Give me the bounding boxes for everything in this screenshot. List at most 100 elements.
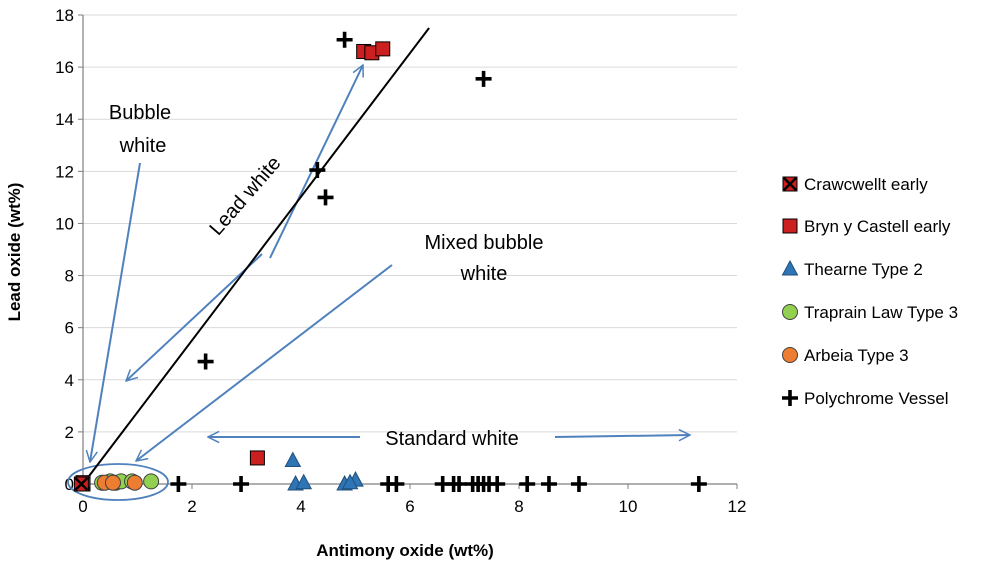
legend-marker-arbeia-type-3 (782, 347, 798, 363)
cluster-ellipse (67, 463, 169, 501)
annotation-mixed-bubble-white-line1: Mixed bubble (425, 232, 544, 254)
arrow-bubble-white (90, 162, 141, 462)
data-point-marker (570, 476, 587, 492)
legend-label-polychrome-vessel: Polychrome Vessel (804, 389, 949, 408)
legend-item-polychrome-vessel: Polychrome Vessel (782, 389, 949, 408)
gridlines (83, 14, 737, 433)
data-point-marker (309, 162, 326, 179)
arrow-lead-white-up (269, 65, 363, 259)
legend-item-crawcwellt-early: Crawcwellt early (782, 175, 928, 194)
data-point (388, 476, 405, 492)
legend-marker-shape (782, 218, 798, 234)
arrow-mixed-bubble-white (136, 264, 393, 461)
lead-white-reference-line (82, 27, 430, 485)
y-tick-label: 18 (55, 6, 74, 25)
series-0 (73, 475, 91, 492)
x-axis-title: Antimony oxide (wt%) (316, 541, 494, 560)
data-point (519, 476, 536, 492)
data-point-marker (295, 473, 313, 490)
data-point (317, 189, 334, 206)
y-tick-label: 14 (55, 110, 74, 129)
data-point (540, 476, 557, 492)
annotation-bubble-white-line2: white (119, 135, 167, 157)
data-point (341, 473, 359, 490)
data-point (295, 473, 313, 490)
data-point (375, 41, 391, 57)
data-point (233, 476, 250, 492)
legend-label-arbeia-type-3: Arbeia Type 3 (804, 346, 909, 365)
legend-item-traprain-law-type-3: Traprain Law Type 3 (782, 303, 958, 322)
data-point-marker (540, 476, 557, 492)
legend-marker-bryn-y-castell-early (782, 218, 798, 234)
series-5 (170, 31, 707, 492)
data-point-marker (336, 31, 353, 48)
series-4 (96, 474, 143, 491)
data-point-marker (317, 189, 334, 206)
legend-item-thearne-type-2: Thearne Type 2 (781, 259, 923, 279)
data-point-marker-cross (74, 477, 89, 491)
data-point-marker (143, 473, 160, 490)
legend-item-arbeia-type-3: Arbeia Type 3 (782, 346, 909, 365)
legend-marker-traprain-law-type-3 (782, 304, 798, 320)
annotation-lead-white: Lead white (205, 152, 285, 239)
y-tick-label: 12 (55, 162, 74, 181)
arrow-lead-white-down (126, 253, 263, 381)
legend-marker-shape (782, 390, 798, 406)
data-point-marker (126, 474, 143, 491)
annotation-bubble-white-line1: Bubble (109, 102, 171, 124)
legend-label-thearne-type-2: Thearne Type 2 (804, 260, 923, 279)
data-point-marker (519, 476, 536, 492)
data-point (451, 476, 468, 492)
data-point-marker (284, 451, 302, 468)
data-point (475, 70, 492, 87)
data-point-marker (375, 41, 391, 57)
legend-marker-shape (781, 259, 799, 276)
arrow-standard-white-right (554, 435, 690, 437)
data-point-marker (388, 476, 405, 492)
x-tick-label: 10 (619, 497, 638, 516)
data-point (104, 474, 121, 491)
legend-label-bryn-y-castell-early: Bryn y Castell early (804, 217, 951, 236)
data-point-marker (690, 476, 707, 492)
y-tick-label: 10 (55, 214, 74, 233)
y-tick-label: 8 (65, 267, 74, 286)
x-tick-label: 8 (514, 497, 523, 516)
data-point-marker (170, 476, 187, 492)
y-tick-label: 2 (65, 423, 74, 442)
series-1 (249, 41, 391, 466)
legend-marker-shape (782, 304, 798, 320)
annotation-mixed-bubble-white-line2: white (460, 263, 508, 285)
data-point-marker (341, 473, 359, 490)
data-point (126, 474, 143, 491)
series-2 (284, 451, 364, 491)
x-tick-label: 0 (78, 497, 87, 516)
x-tick-label: 4 (296, 497, 305, 516)
data-point-marker (475, 70, 492, 87)
data-point-marker (451, 476, 468, 492)
x-tick-label: 12 (728, 497, 747, 516)
y-tick-label: 4 (65, 371, 74, 390)
data-point (143, 473, 160, 490)
data-point-marker (233, 476, 250, 492)
data-point-marker (104, 474, 121, 491)
data-point-marker (197, 353, 214, 370)
data-point (170, 476, 187, 492)
legend-label-traprain-law-type-3: Traprain Law Type 3 (804, 303, 958, 322)
data-point (690, 476, 707, 492)
legend-marker-shape-cross (783, 177, 797, 191)
data-point (284, 451, 302, 468)
data-point (197, 353, 214, 370)
legend-marker-shape (782, 347, 798, 363)
data-point (309, 162, 326, 179)
y-tick-label: 16 (55, 58, 74, 77)
legend-marker-polychrome-vessel (782, 390, 798, 406)
lead-white-line (82, 27, 430, 485)
data-point (336, 31, 353, 48)
legend-label-crawcwellt-early: Crawcwellt early (804, 175, 928, 194)
data-point (570, 476, 587, 492)
legend: Crawcwellt early Bryn y Castell early Th… (781, 175, 958, 408)
annotation-arrows (90, 65, 690, 462)
data-point (249, 450, 265, 466)
